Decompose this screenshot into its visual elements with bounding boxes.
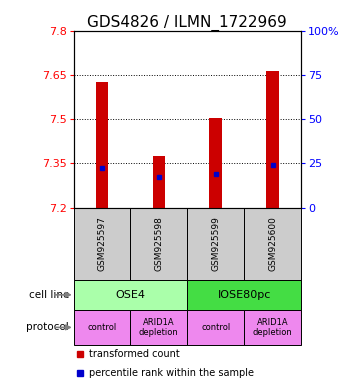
- Text: protocol: protocol: [26, 323, 69, 333]
- Bar: [187, 280, 301, 310]
- Text: IOSE80pc: IOSE80pc: [217, 290, 271, 300]
- Title: GDS4826 / ILMN_1722969: GDS4826 / ILMN_1722969: [88, 15, 287, 31]
- Bar: [74, 208, 130, 280]
- Bar: [244, 310, 301, 345]
- Text: GSM925597: GSM925597: [97, 216, 106, 271]
- Bar: [187, 208, 244, 280]
- Bar: [74, 280, 187, 310]
- Bar: [209, 118, 222, 208]
- Bar: [96, 82, 108, 208]
- Text: GSM925598: GSM925598: [154, 216, 163, 271]
- Bar: [130, 310, 187, 345]
- Text: GSM925600: GSM925600: [268, 216, 277, 271]
- Bar: [74, 310, 130, 345]
- Text: transformed count: transformed count: [90, 349, 180, 359]
- Text: cell line: cell line: [29, 290, 69, 300]
- Bar: [266, 71, 279, 208]
- Text: ARID1A
depletion: ARID1A depletion: [139, 318, 179, 337]
- Bar: [187, 310, 244, 345]
- Text: control: control: [201, 323, 230, 332]
- Text: GSM925599: GSM925599: [211, 216, 220, 271]
- Bar: [153, 156, 165, 208]
- Bar: [244, 208, 301, 280]
- Text: control: control: [87, 323, 117, 332]
- Text: ARID1A
depletion: ARID1A depletion: [253, 318, 293, 337]
- Bar: [130, 208, 187, 280]
- Text: OSE4: OSE4: [116, 290, 145, 300]
- Text: percentile rank within the sample: percentile rank within the sample: [90, 368, 254, 378]
